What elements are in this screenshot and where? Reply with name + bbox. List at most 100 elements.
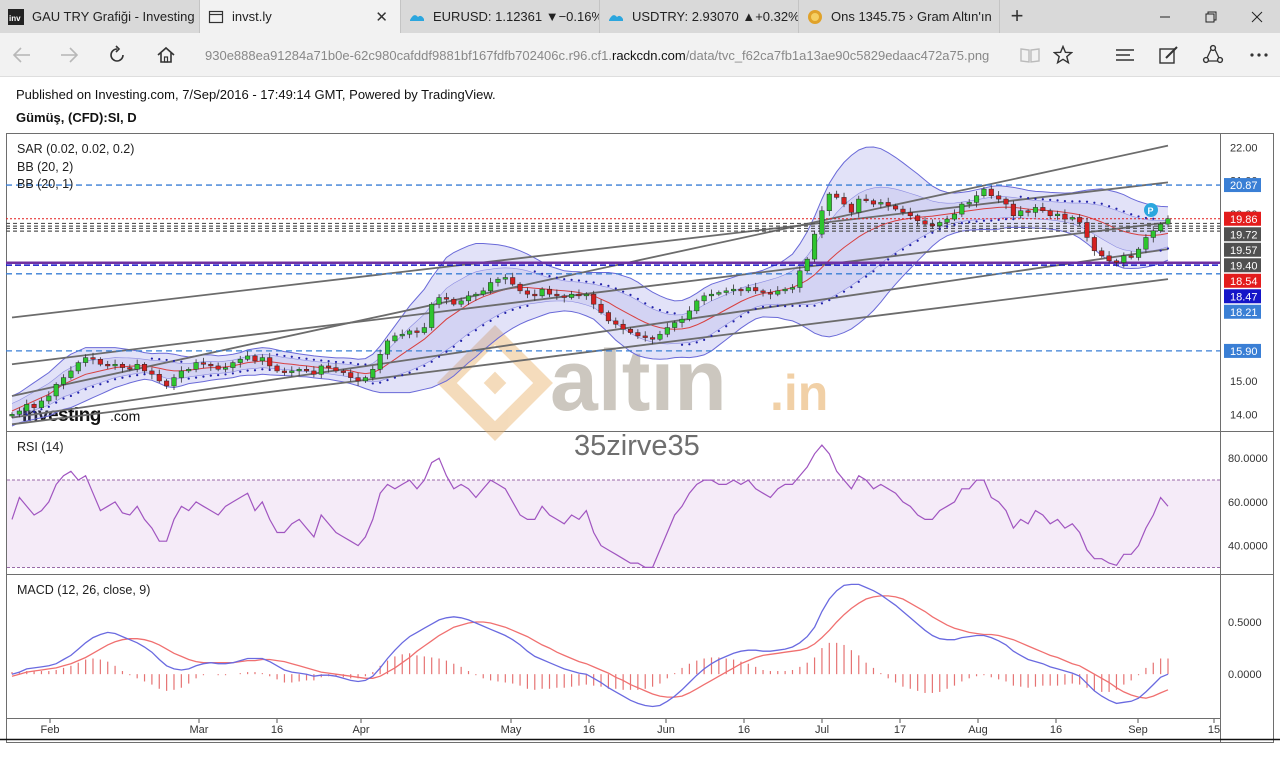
sar-dot [379, 381, 382, 384]
candle-body [355, 377, 361, 382]
price-tag [1224, 227, 1261, 242]
candle-body [782, 288, 788, 292]
sar-dot [997, 218, 1000, 222]
sar-dot [754, 307, 757, 310]
tab-eurusd[interactable]: EURUSD: 1.12361 ▼−0.16% [401, 0, 600, 33]
page-content: Published on Investing.com, 7/Sep/2016 -… [0, 78, 1280, 760]
refresh-button[interactable] [101, 40, 133, 70]
candle-body [1077, 217, 1083, 223]
close-tab-icon[interactable]: ✕ [375, 9, 388, 26]
sar-dot [607, 284, 610, 287]
restore-button[interactable] [1188, 0, 1234, 33]
candle-body [1091, 237, 1097, 252]
sar-dot [460, 339, 463, 342]
macd-signal-line [11, 595, 1169, 699]
hub-button[interactable] [1109, 40, 1141, 70]
x-axis-label: 15 [1208, 724, 1220, 736]
sar-dot [217, 374, 220, 377]
x-axis-label: Aug [968, 724, 988, 736]
candle-body [937, 222, 943, 227]
back-button[interactable] [6, 40, 38, 70]
candle-body [856, 198, 862, 213]
candle-body [524, 290, 530, 295]
candle-body [1047, 210, 1053, 217]
sar-dot [165, 358, 168, 362]
candle-body [510, 277, 516, 285]
sar-dot [622, 290, 625, 293]
sar-dot [614, 287, 617, 290]
home-button[interactable] [150, 40, 182, 70]
sar-dot [106, 380, 109, 383]
candle-body [83, 357, 89, 363]
sar-dot [1100, 202, 1103, 205]
candle-body [723, 290, 729, 293]
candle-body [1128, 255, 1134, 258]
price-tag [1224, 273, 1261, 288]
candle-body [399, 333, 405, 337]
candle-body [929, 223, 935, 227]
price-axis-label: 15.00 [1230, 376, 1258, 388]
candle-body [186, 369, 192, 372]
candle-body [981, 188, 987, 196]
more-dots-icon [1250, 53, 1268, 57]
bollinger-basis-line [11, 206, 1169, 412]
sar-dot [710, 334, 713, 337]
svg-text:inv: inv [9, 14, 21, 23]
forward-button[interactable] [53, 40, 85, 70]
tab-gau-try[interactable]: inv GAU TRY Grafiği - Investing [0, 0, 200, 33]
candle-body [178, 370, 184, 378]
share-icon [1202, 44, 1224, 64]
sar-dot [784, 305, 787, 308]
candle-body [1055, 213, 1061, 217]
sar-dot [312, 358, 315, 361]
sar-dot [739, 315, 743, 318]
favorite-button[interactable] [1047, 40, 1079, 70]
macd-line [11, 583, 1169, 708]
sar-dot [1159, 249, 1162, 252]
candle-body [222, 367, 229, 370]
candle-body [767, 292, 773, 295]
candle-body [561, 295, 567, 298]
sar-dot [143, 373, 146, 376]
web-note-button[interactable] [1153, 40, 1185, 70]
url-field[interactable]: 930e888ea91284a71b0e-62c980cafddf9881bf1… [205, 41, 1005, 69]
candle-body [848, 203, 854, 213]
price-tag-label: 18.21 [1230, 307, 1258, 319]
sar-dot [415, 368, 419, 371]
sar-dot [202, 375, 205, 378]
candle-body [1113, 260, 1119, 263]
close-window-button[interactable] [1234, 0, 1280, 33]
tab-usdtry[interactable]: USDTRY: 2.93070 ▲+0.32% [600, 0, 799, 33]
sar-dot [496, 315, 500, 318]
share-button[interactable] [1197, 40, 1229, 70]
sar-dot [717, 329, 720, 333]
tab-strip: inv GAU TRY Grafiği - Investing invst.ly… [0, 0, 1280, 33]
candle-body [90, 357, 96, 360]
minimize-button[interactable] [1142, 0, 1188, 33]
restore-icon [1205, 11, 1217, 22]
sar-dot [1071, 200, 1074, 203]
candle-body [642, 335, 648, 338]
tab-invstly[interactable]: invst.ly ✕ [200, 0, 401, 33]
candle-body [112, 364, 118, 367]
sar-dot [1093, 201, 1096, 204]
more-button[interactable] [1243, 40, 1275, 70]
x-axis-label: Jul [815, 724, 829, 736]
sar-dot [1041, 198, 1044, 201]
rsi-axis-label: 80.0000 [1228, 453, 1268, 465]
pen-note-icon [1159, 46, 1178, 64]
candle-body [1106, 255, 1112, 262]
sar-dot [644, 302, 647, 305]
candle-body [1158, 223, 1164, 232]
sar-dot [879, 264, 882, 267]
new-tab-button[interactable]: + [1010, 3, 1024, 28]
reading-view-button[interactable] [1014, 40, 1046, 70]
sar-dot [820, 302, 824, 305]
sar-dot [518, 306, 522, 309]
sar-dot [577, 279, 581, 282]
tab-ons-gram-altin[interactable]: Ons 1345.75 › Gram Altın'ın [799, 0, 1000, 33]
sar-dot [1012, 217, 1015, 221]
x-axis-label: 17 [894, 724, 906, 736]
candle-body [694, 300, 700, 312]
candle-body [142, 364, 148, 372]
